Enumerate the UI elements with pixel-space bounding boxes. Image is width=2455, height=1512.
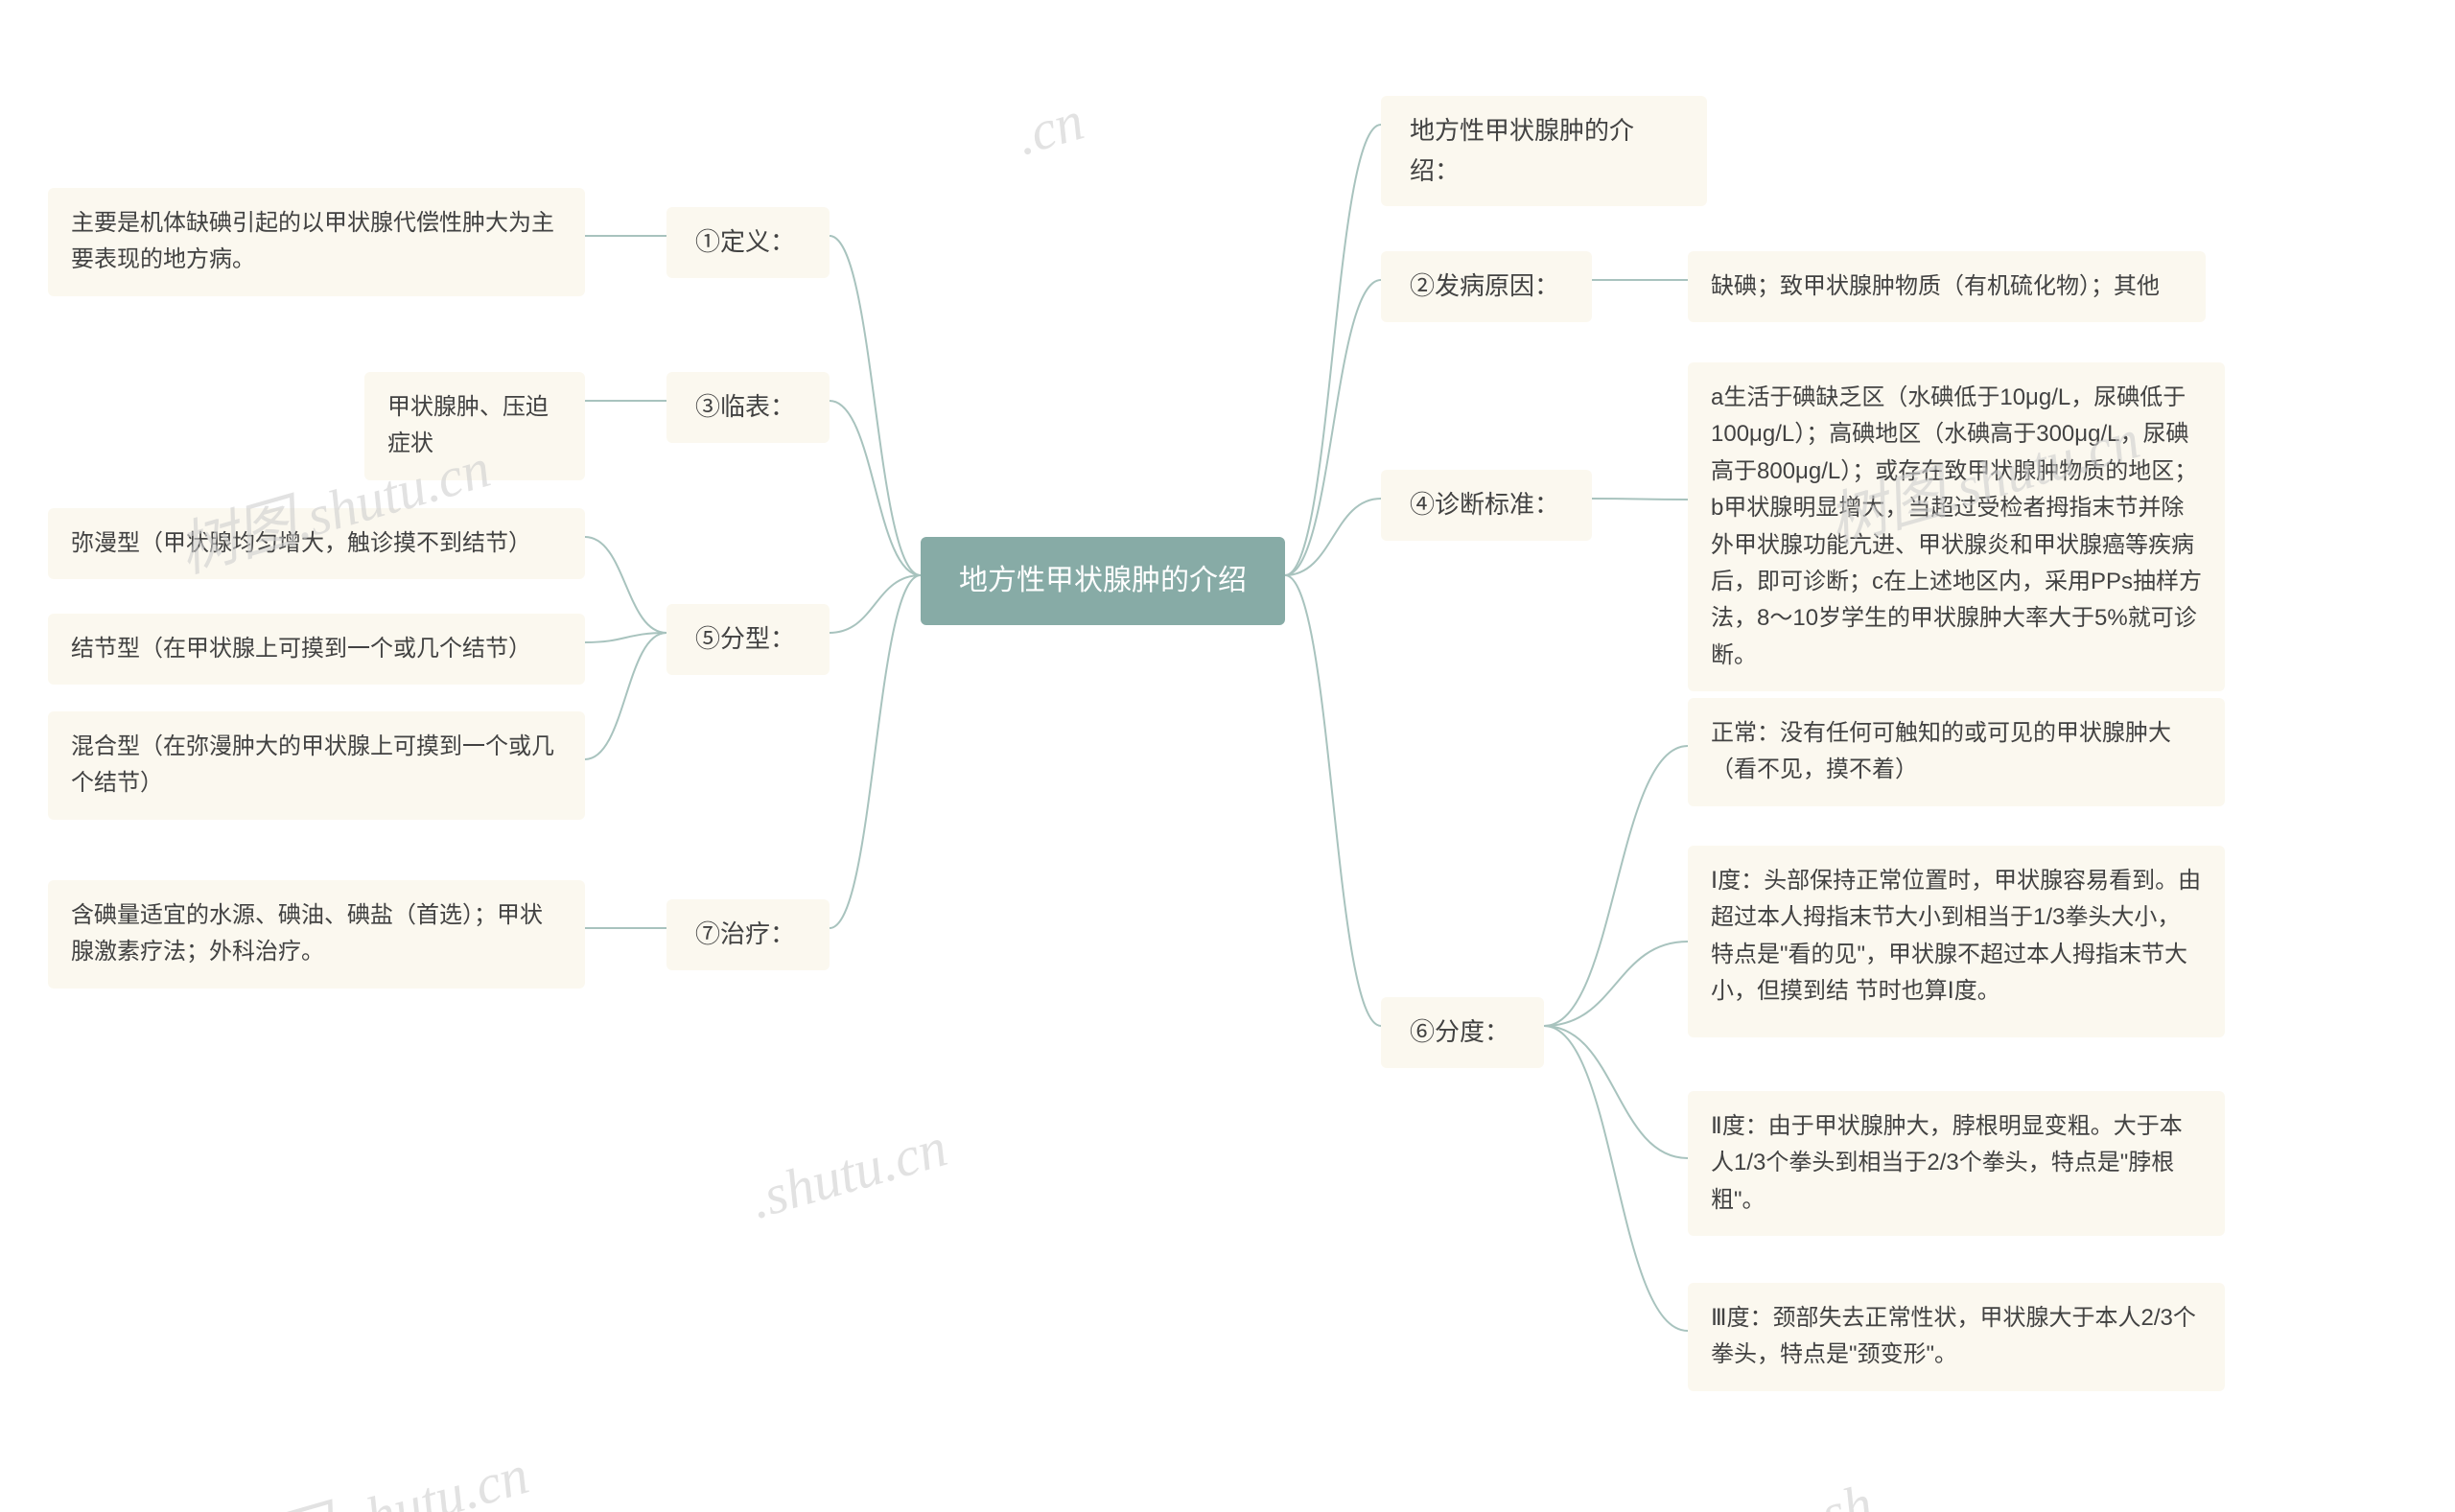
mindmap-canvas: 地方性甲状腺肿的介绍 ①定义： 主要是机体缺碘引起的以甲状腺代偿性肿大为主要表现… <box>0 0 2455 1512</box>
root-node: 地方性甲状腺肿的介绍 <box>921 537 1285 625</box>
leaf-grading-1: Ⅰ度：头部保持正常位置时，甲状腺容易看到。由超过本人拇指末节大小到相当于1/3拳… <box>1688 846 2225 1037</box>
leaf-clinical-text: 甲状腺肿、压迫症状 <box>364 372 585 480</box>
branch-diagnosis: ④诊断标准： <box>1381 470 1592 541</box>
leaf-grading-normal: 正常：没有任何可触知的或可见的甲状腺肿大（看不见，摸不着） <box>1688 698 2225 806</box>
leaf-grading-2: Ⅱ度：由于甲状腺肿大，脖根明显变粗。大于本人1/3个拳头到相当于2/3个拳头，特… <box>1688 1091 2225 1236</box>
branch-definition: ①定义： <box>666 207 830 278</box>
leaf-definition-text: 主要是机体缺碘引起的以甲状腺代偿性肿大为主要表现的地方病。 <box>48 188 585 296</box>
leaf-grading-3: Ⅲ度：颈部失去正常性状，甲状腺大于本人2/3个拳头，特点是"颈变形"。 <box>1688 1283 2225 1391</box>
branch-treatment: ⑦治疗： <box>666 899 830 970</box>
branch-clinical: ③临表： <box>666 372 830 443</box>
leaf-treatment-text: 含碘量适宜的水源、碘油、碘盐（首选）；甲状腺激素疗法；外科治疗。 <box>48 880 585 989</box>
branch-intro: 地方性甲状腺肿的介绍： <box>1381 96 1707 206</box>
watermark: 树图 shutu.cn <box>205 1425 536 1512</box>
watermark: sh <box>1814 1471 1880 1512</box>
leaf-diagnosis-text: a生活于碘缺乏区（水碘低于10μg/L，尿碘低于100μg/L）；高碘地区（水碘… <box>1688 362 2225 691</box>
leaf-cause-text: 缺碘；致甲状腺肿物质（有机硫化物）；其他 <box>1688 251 2206 322</box>
branch-types: ⑤分型： <box>666 604 830 675</box>
watermark: .cn <box>1009 88 1090 168</box>
branch-cause: ②发病原因： <box>1381 251 1592 322</box>
leaf-type-diffuse: 弥漫型（甲状腺均匀增大，触诊摸不到结节） <box>48 508 585 579</box>
leaf-type-nodular: 结节型（在甲状腺上可摸到一个或几个结节） <box>48 614 585 685</box>
branch-grading: ⑥分度： <box>1381 997 1544 1068</box>
leaf-type-mixed: 混合型（在弥漫肿大的甲状腺上可摸到一个或几个结节） <box>48 711 585 820</box>
watermark: .shutu.cn <box>743 1114 954 1231</box>
